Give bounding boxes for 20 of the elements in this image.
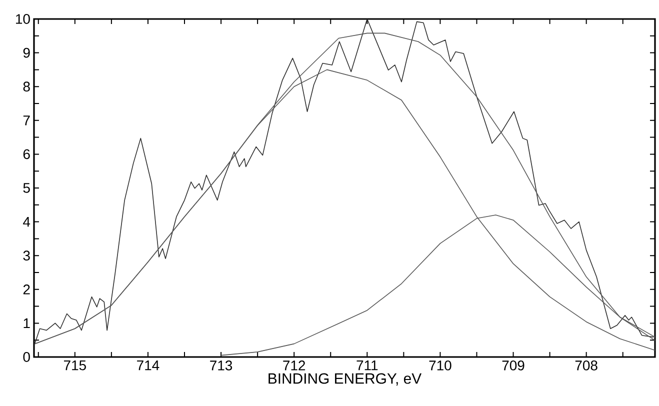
x-tick-label: 715	[64, 360, 86, 370]
x-tick-label: 710	[429, 360, 452, 370]
y-tick-label: 1	[24, 318, 30, 328]
y-tick-label: 9	[23, 48, 30, 58]
x-tick-label: 713	[210, 360, 232, 370]
x-axis-title: BINDING ENERGY, eV	[268, 373, 422, 386]
y-tick-label: 3	[23, 250, 30, 261]
x-tick-label: 711	[356, 360, 378, 370]
x-tick-label: 712	[283, 360, 306, 370]
x-tick-label: 714	[137, 360, 160, 370]
y-tick-label: 8	[23, 82, 30, 92]
y-tick-label: 2	[23, 284, 30, 294]
y-tick-label: 0	[23, 352, 30, 362]
x-tick-label: 709	[502, 360, 524, 370]
x-tick-label: 708	[575, 360, 598, 370]
y-tick-label: 5	[23, 183, 30, 193]
y-tick-label: 4	[23, 217, 30, 227]
y-tick-label: 7	[23, 116, 30, 126]
y-tick-label: 10	[16, 14, 30, 24]
y-tick-label: 6	[23, 149, 30, 160]
